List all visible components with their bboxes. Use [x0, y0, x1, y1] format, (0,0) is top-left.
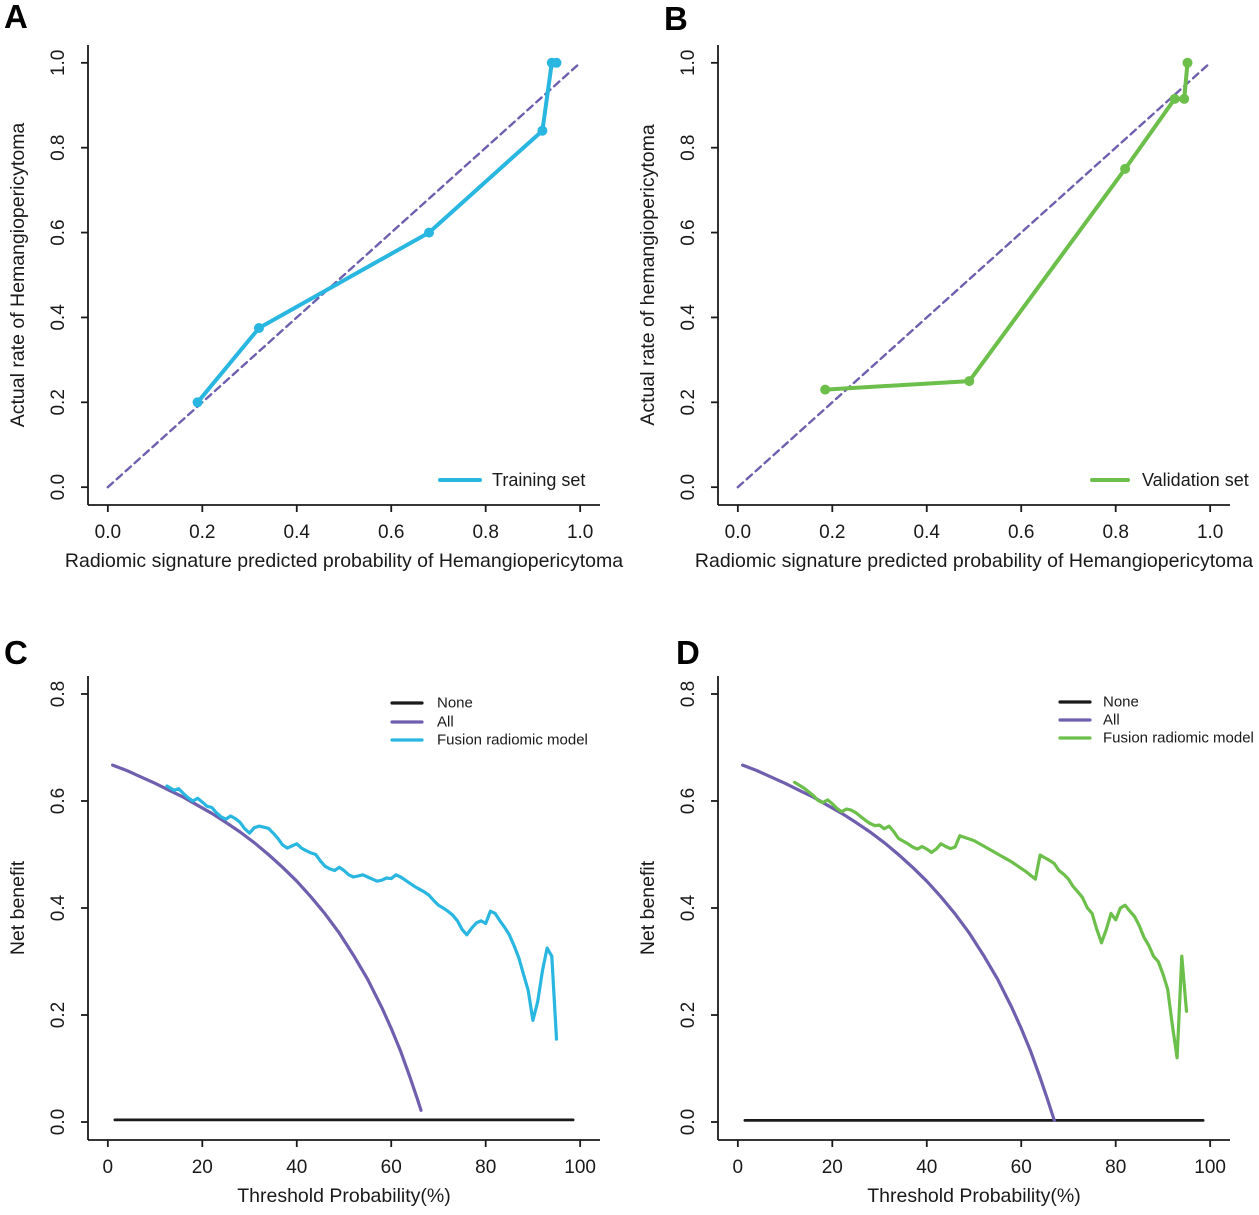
legend-label-validation-set: Validation set: [1142, 470, 1249, 490]
x-tick-label: 0: [103, 1157, 114, 1178]
legend-label-training-set: Training set: [492, 470, 585, 490]
x-tick-label: 0.8: [472, 522, 498, 543]
y-tick-label: 1.0: [48, 50, 69, 76]
y-axis-ticks: 0.0 0.2 0.4 0.6 0.8: [678, 681, 718, 1135]
y-tick-label: 0.8: [678, 681, 699, 707]
y-tick-label: 0.6: [48, 219, 69, 245]
training-set-line: [195, 60, 559, 405]
x-axis-ticks: 0 20 40 60 80 100: [103, 1140, 596, 1178]
y-tick-label: 0.2: [678, 389, 699, 415]
y-tick-label: 0.0: [678, 474, 699, 500]
fusion-radiomic-model-line: [792, 780, 1189, 1060]
panel-label-d: D: [676, 634, 700, 671]
y-tick-label: 0.4: [48, 894, 69, 921]
y-axis-ticks: 0.0 0.2 0.4 0.6 0.8: [48, 681, 88, 1135]
y-axis-ticks: 0.0 0.2 0.4 0.6 0.8 1.0: [48, 50, 88, 500]
x-tick-label: 0.6: [378, 522, 404, 543]
x-tick-label: 0.0: [725, 522, 751, 543]
y-tick-label: 0.0: [48, 1109, 69, 1135]
x-tick-label: 0.8: [1102, 522, 1128, 543]
x-tick-label: 80: [475, 1157, 496, 1178]
x-tick-label: 0.0: [95, 522, 121, 543]
training-set-points: [192, 57, 562, 408]
x-axis-ticks: 0 20 40 60 80 100: [733, 1140, 1226, 1178]
x-axis-label: Threshold Probability(%): [867, 1185, 1081, 1207]
y-tick-label: 0.2: [678, 1002, 699, 1028]
x-tick-label: 0.2: [819, 522, 845, 543]
axes: [717, 45, 1230, 506]
x-tick-label: 60: [1011, 1157, 1032, 1178]
x-tick-label: 1.0: [1197, 522, 1223, 543]
y-tick-label: 0.6: [48, 788, 69, 814]
y-tick-label: 0.8: [48, 134, 69, 160]
y-tick-label: 0.6: [678, 219, 699, 245]
y-axis-label: Net benefit: [7, 860, 29, 955]
panel-a-chart: 0.0 0.2 0.4 0.6 0.8 1.0 0.0 0.2 0.4 0.6 0.8 1.0 Radi…: [7, 45, 623, 572]
x-tick-label: 0.6: [1008, 522, 1034, 543]
legend-label-all: All: [1103, 712, 1120, 729]
y-tick-label: 0.8: [48, 681, 69, 707]
legend-label-none: None: [437, 695, 473, 712]
x-tick-label: 40: [916, 1157, 937, 1178]
x-axis-ticks: 0.0 0.2 0.4 0.6 0.8 1.0: [725, 505, 1223, 543]
panel-b: B 0.0 0.2 0.4 0.6 0.8 1.0 0.0 0.2 0.4 0.6 0.8 1.0 Ra…: [630, 0, 1259, 607]
reference-line-line: [106, 61, 582, 489]
x-axis-label: Radiomic signature predicted probability…: [65, 550, 623, 572]
y-axis-ticks: 0.0 0.2 0.4 0.6 0.8 1.0: [678, 50, 718, 500]
y-tick-label: 0.0: [678, 1109, 699, 1135]
panel-d: D 0 20 40 60 80 100 0.0 0.2 0.4 0.6 0.8 Threshold P…: [630, 608, 1259, 1215]
x-tick-label: 0: [733, 1157, 744, 1178]
legend-label-all: All: [437, 714, 454, 731]
x-tick-label: 100: [564, 1157, 596, 1178]
x-tick-label: 20: [822, 1157, 843, 1178]
y-tick-label: 0.4: [48, 304, 69, 331]
x-tick-label: 0.2: [189, 522, 215, 543]
panel-d-chart: 0 20 40 60 80 100 0.0 0.2 0.4 0.6 0.8 Threshold Pro…: [637, 676, 1254, 1207]
panel-a: A 0.0 0.2 0.4 0.6 0.8 1.0 0.0 0.2 0.4 0.6 0.8 1.0 Ra…: [0, 0, 629, 607]
y-tick-label: 0.2: [48, 1002, 69, 1028]
x-axis-label: Threshold Probability(%): [237, 1185, 451, 1207]
panel-c: C 0 20 40 60 80 100 0.0 0.2 0.4 0.6 0.8 Threshold P…: [0, 608, 629, 1215]
y-axis-label: Actual rate of Hemangiopericytoma: [7, 123, 29, 428]
y-axis-label: Actual rate of hemangiopericytoma: [637, 124, 659, 425]
legend-label-none: None: [1103, 694, 1139, 711]
x-tick-label: 40: [286, 1157, 307, 1178]
x-axis-label: Radiomic signature predicted probability…: [695, 550, 1253, 572]
axes: [87, 45, 600, 506]
panel-label-a: A: [4, 0, 28, 35]
legend: Training set: [438, 470, 585, 490]
x-tick-label: 20: [192, 1157, 213, 1178]
y-tick-label: 0.0: [48, 474, 69, 500]
x-tick-label: 1.0: [567, 522, 593, 543]
panel-label-c: C: [4, 634, 28, 671]
y-tick-label: 0.4: [678, 894, 699, 921]
all-line: [741, 763, 1056, 1122]
panel-b-chart: 0.0 0.2 0.4 0.6 0.8 1.0 0.0 0.2 0.4 0.6 0.8 1.0 Radi…: [637, 45, 1253, 572]
x-tick-label: 80: [1105, 1157, 1126, 1178]
y-tick-label: 0.2: [48, 389, 69, 415]
all-line: [111, 763, 423, 1112]
y-axis-label: Net benefit: [637, 860, 659, 955]
x-axis-ticks: 0.0 0.2 0.4 0.6 0.8 1.0: [95, 505, 593, 543]
validation-set-line: [823, 60, 1190, 392]
legend: Validation set: [1090, 470, 1249, 490]
legend-label-fusion-radiomic-model: Fusion radiomic model: [437, 732, 588, 749]
x-tick-label: 0.4: [284, 522, 311, 543]
y-tick-label: 0.8: [678, 134, 699, 160]
y-tick-label: 0.6: [678, 788, 699, 814]
panel-label-b: B: [664, 0, 688, 37]
reference-line-line: [736, 61, 1212, 489]
x-tick-label: 0.4: [914, 522, 941, 543]
y-tick-label: 0.4: [678, 304, 699, 331]
legend-label-fusion-radiomic-model: Fusion radiomic model: [1103, 730, 1254, 747]
validation-set-points: [820, 57, 1193, 395]
fusion-radiomic-model-line: [165, 784, 559, 1041]
x-tick-label: 100: [1194, 1157, 1226, 1178]
x-tick-label: 60: [381, 1157, 402, 1178]
panel-c-chart: 0 20 40 60 80 100 0.0 0.2 0.4 0.6 0.8 Threshold Pro…: [7, 676, 600, 1207]
y-tick-label: 1.0: [678, 50, 699, 76]
